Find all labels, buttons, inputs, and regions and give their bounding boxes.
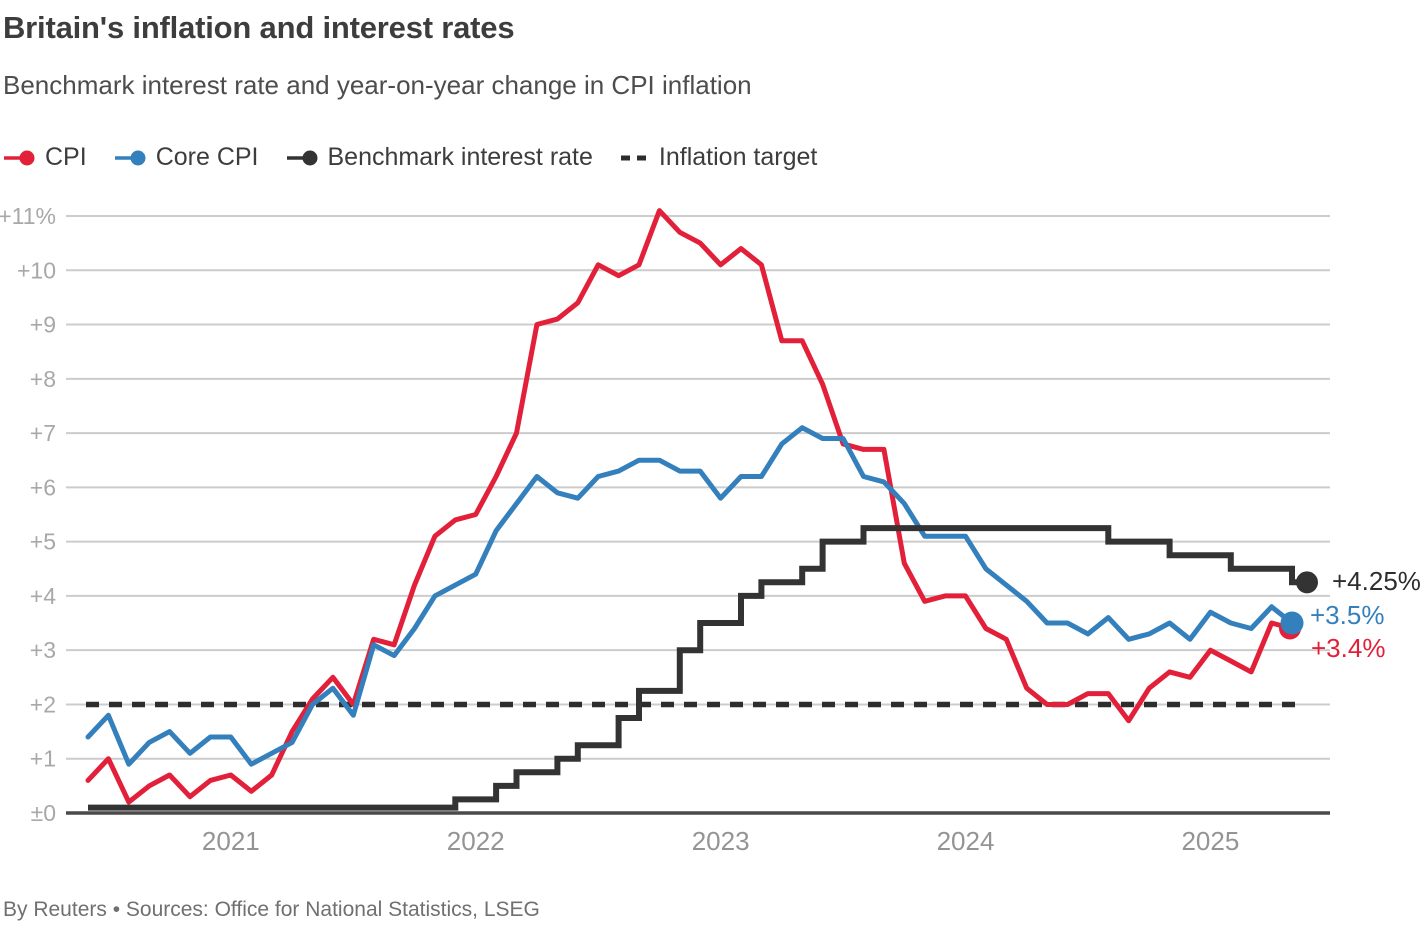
y-tick-label: +11%	[0, 203, 56, 229]
benchmark-end-value-label: +4.25%	[1332, 566, 1420, 596]
x-tick-label: 2024	[937, 826, 995, 856]
source-note: By Reuters • Sources: Office for Nationa…	[3, 898, 540, 921]
y-tick-label: +9	[30, 312, 56, 338]
y-tick-label: +1	[30, 746, 56, 772]
legend-label-benchmark: Benchmark interest rate	[327, 143, 593, 171]
benchmark-end-dot	[1296, 571, 1318, 594]
y-tick-label: +8	[30, 366, 56, 392]
legend-item-benchmark: Benchmark interest rate	[286, 143, 593, 172]
y-tick-label: +7	[30, 420, 56, 446]
benchmark-line-dot-icon	[286, 150, 317, 165]
legend-item-cpi: CPI	[3, 143, 87, 172]
legend-label-inflation-target: Inflation target	[658, 143, 818, 171]
x-tick-label: 2021	[202, 826, 260, 856]
core-cpi-line	[85, 425, 1295, 767]
inflation-target-dashes-icon	[620, 155, 650, 160]
y-tick-label: +4	[30, 583, 56, 609]
page-title: Britain's inflation and interest rates	[3, 10, 515, 45]
x-tick-label: 2025	[1181, 826, 1239, 856]
core-cpi-end-value-label: +3.5%	[1310, 600, 1385, 630]
y-tick-label: ±0	[31, 800, 56, 826]
legend: CPI Core CPI Benchmark interest rate Inf…	[3, 143, 817, 172]
benchmark-rate-step-line	[88, 525, 1307, 811]
legend-label-core-cpi: Core CPI	[155, 143, 259, 171]
core-cpi-end-dot	[1280, 611, 1304, 635]
x-tick-label: 2023	[692, 826, 750, 856]
y-tick-label: +5	[30, 529, 56, 555]
core-cpi-line-dot-icon	[114, 150, 146, 165]
y-tick-label: +6	[30, 474, 56, 500]
cpi-end-value-label: +3.4%	[1311, 633, 1386, 663]
y-tick-label: +2	[30, 691, 56, 717]
legend-item-inflation-target: Inflation target	[620, 143, 817, 172]
y-tick-label: +10	[17, 257, 56, 283]
legend-item-core-cpi: Core CPI	[114, 143, 259, 172]
cpi-line	[85, 208, 1295, 805]
y-tick-label: +3	[30, 637, 56, 663]
chart-subtitle: Benchmark interest rate and year-on-year…	[3, 70, 752, 100]
cpi-line-dot-icon	[4, 150, 35, 165]
x-tick-label: 2022	[447, 826, 505, 856]
legend-label-cpi: CPI	[45, 143, 87, 171]
